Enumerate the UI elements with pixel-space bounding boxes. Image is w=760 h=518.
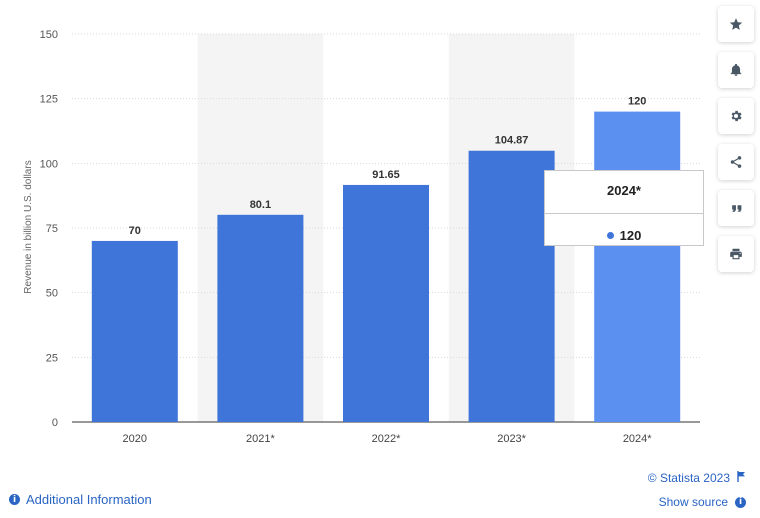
bars bbox=[91, 111, 681, 422]
bar[interactable] bbox=[343, 184, 429, 422]
info-icon: i bbox=[9, 494, 20, 505]
data-label: 70 bbox=[129, 225, 141, 237]
x-tick-label: 2023* bbox=[497, 433, 526, 445]
show-source-label: Show source bbox=[658, 495, 728, 509]
y-axis-label: Revenue in billion U.S. dollars bbox=[23, 160, 34, 293]
tooltip-value: 120 bbox=[619, 228, 642, 243]
copyright-link[interactable]: © Statista 2023 bbox=[648, 471, 746, 485]
gear-icon bbox=[731, 110, 742, 122]
cite-button[interactable] bbox=[718, 190, 754, 226]
x-tick-label: 2022* bbox=[372, 433, 401, 445]
x-axis-ticks: 2020 2021* 2022* 2023* 2024* bbox=[123, 433, 653, 445]
tooltip-title: 2024* bbox=[545, 171, 703, 214]
tooltip-row: 120 bbox=[545, 214, 703, 247]
favorite-button[interactable] bbox=[718, 6, 754, 42]
y-tick-label: 50 bbox=[46, 288, 58, 300]
y-tick-label: 150 bbox=[40, 29, 58, 41]
show-source-link[interactable]: Show source i bbox=[659, 495, 746, 509]
series-dot bbox=[606, 232, 614, 240]
y-tick-label: 100 bbox=[40, 158, 58, 170]
print-icon bbox=[730, 248, 742, 260]
x-tick-label: 2020 bbox=[123, 433, 147, 445]
y-tick-label: 125 bbox=[40, 94, 58, 106]
share-button[interactable] bbox=[718, 144, 754, 180]
flag-icon bbox=[737, 471, 746, 485]
x-tick-label: 2024* bbox=[623, 433, 652, 445]
toolbar bbox=[718, 6, 756, 282]
notification-button[interactable] bbox=[718, 52, 754, 88]
y-tick-label: 0 bbox=[52, 417, 58, 429]
print-button[interactable] bbox=[718, 236, 754, 272]
tooltip: 2024* 120 bbox=[544, 170, 704, 246]
bar[interactable] bbox=[217, 214, 304, 422]
bar[interactable] bbox=[91, 240, 178, 422]
y-tick-label: 75 bbox=[46, 223, 58, 235]
data-label: 120 bbox=[628, 96, 646, 108]
bar[interactable] bbox=[468, 150, 555, 422]
bell-icon bbox=[730, 63, 742, 76]
data-label: 91.65 bbox=[372, 169, 400, 181]
data-labels: 70 80.1 91.65 104.87 120 bbox=[129, 96, 647, 237]
additional-information-link[interactable]: i Additional Information bbox=[9, 492, 152, 507]
y-axis-ticks: 0 25 50 75 100 125 150 bbox=[40, 29, 58, 429]
info-icon: i bbox=[735, 496, 746, 508]
share-icon bbox=[730, 156, 742, 168]
x-tick-label: 2021* bbox=[246, 433, 275, 445]
additional-information-label: Additional Information bbox=[26, 492, 152, 507]
copyright-label: © Statista 2023 bbox=[647, 471, 730, 485]
bar[interactable] bbox=[594, 111, 681, 422]
data-label: 104.87 bbox=[495, 135, 529, 147]
star-icon bbox=[729, 18, 743, 30]
data-label: 80.1 bbox=[250, 199, 271, 211]
settings-button[interactable] bbox=[718, 98, 754, 134]
quote-icon bbox=[731, 204, 741, 212]
y-tick-label: 25 bbox=[46, 352, 58, 364]
